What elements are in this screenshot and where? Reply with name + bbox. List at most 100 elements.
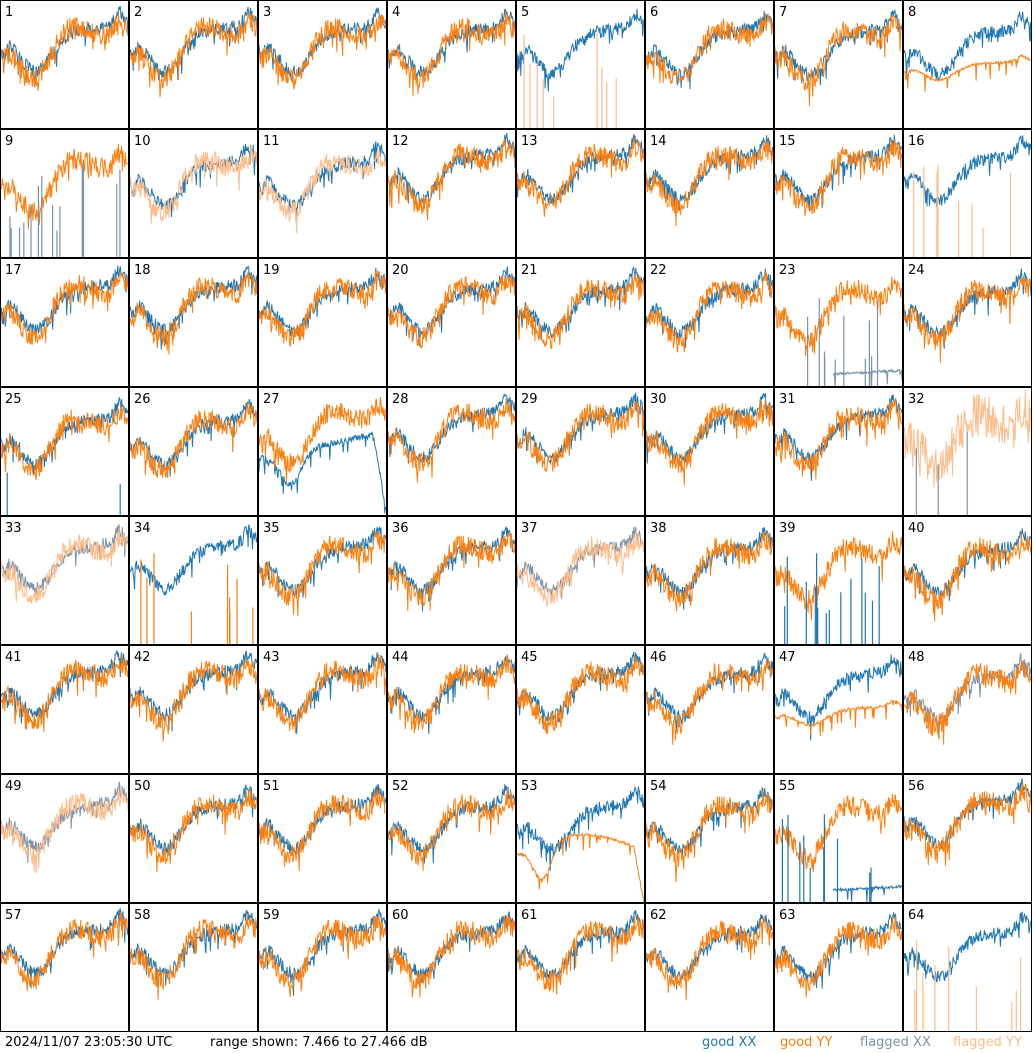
panel-frame-47: [774, 645, 903, 774]
panel-number-2: 2: [134, 5, 142, 20]
yy-line-49: [0, 787, 129, 874]
panel-frame-33: [0, 516, 129, 645]
xx-line-60: [387, 911, 516, 988]
panel-frame-11: [258, 129, 387, 258]
panel-number-9: 9: [5, 134, 13, 149]
panel-58: 58: [129, 903, 258, 1032]
panel-number-60: 60: [392, 908, 409, 923]
panel-frame-23: [774, 258, 903, 387]
xx-line-7: [774, 9, 903, 86]
panel-61: 61: [516, 903, 645, 1032]
panel-number-21: 21: [521, 263, 538, 278]
yy-line-8: [903, 54, 1032, 92]
xx-line-64: [903, 911, 1031, 983]
panel-frame-5: [516, 0, 645, 129]
panel-10: 10: [129, 129, 258, 258]
panel-number-32: 32: [908, 392, 925, 407]
panel-frame-20: [387, 258, 516, 387]
panel-frame-54: [645, 774, 774, 903]
panel-frame-37: [516, 516, 645, 645]
xx-line-36: [387, 526, 516, 612]
panel-frame-61: [516, 903, 645, 1032]
panel-frame-3: [258, 0, 387, 129]
panel-number-55: 55: [779, 779, 796, 794]
panel-frame-63: [774, 903, 903, 1032]
panel-number-35: 35: [263, 521, 280, 536]
panel-44: 44: [387, 645, 516, 774]
xx-line-30: [645, 393, 774, 466]
panel-frame-45: [516, 645, 645, 774]
panel-number-28: 28: [392, 392, 409, 407]
panel-62: 62: [645, 903, 774, 1032]
xx-line-46: [645, 652, 774, 730]
range-text: range shown: 7.466 to 27.466 dB: [210, 1035, 428, 1050]
panel-frame-58: [129, 903, 258, 1032]
yy-line-3: [258, 14, 387, 90]
panel-48: 48: [903, 645, 1032, 774]
panel-frame-32: [903, 387, 1032, 516]
panel-number-26: 26: [134, 392, 151, 407]
panel-number-36: 36: [392, 521, 409, 536]
yy-line-63: [774, 916, 903, 998]
panel-number-8: 8: [908, 5, 916, 20]
panel-number-46: 46: [650, 650, 667, 665]
panel-number-12: 12: [392, 134, 409, 149]
yy-line-31: [775, 398, 903, 480]
xx-line-14: [645, 135, 774, 211]
legend-good-yy: good YY: [780, 1035, 833, 1050]
panel-number-23: 23: [779, 263, 796, 278]
panel-22: 22: [645, 258, 774, 387]
panel-52: 52: [387, 774, 516, 903]
yy-line-45: [516, 656, 645, 735]
panel-6: 6: [645, 0, 774, 129]
yy-line-61: [516, 915, 645, 995]
xx-line-34: [129, 524, 258, 596]
xx-low-line-23: [832, 368, 903, 386]
panel-number-19: 19: [263, 263, 280, 278]
legend-good-xx: good XX: [702, 1035, 757, 1050]
panel-number-44: 44: [392, 650, 409, 665]
panel-49: 49: [0, 774, 129, 903]
xx-line-48: [903, 653, 1032, 738]
yy-line-21: [516, 273, 645, 349]
xx-low-line-55: [832, 884, 903, 902]
panel-frame-44: [387, 645, 516, 774]
panel-number-59: 59: [263, 908, 280, 923]
xx-line-28: [387, 393, 516, 464]
panel-23: 23: [774, 258, 903, 387]
panel-number-30: 30: [650, 392, 667, 407]
yy-line-60: [387, 915, 516, 998]
panel-number-51: 51: [263, 779, 280, 794]
legend-flagged-yy: flagged YY: [953, 1035, 1022, 1050]
panel-number-42: 42: [134, 650, 151, 665]
xx-spikes-32: [915, 432, 968, 515]
panel-frame-60: [387, 903, 516, 1032]
panel-frame-13: [516, 129, 645, 258]
yy-line-53: [516, 832, 645, 902]
xx-line-19: [258, 268, 387, 338]
panel-15: 15: [774, 129, 903, 258]
panel-11: 11: [258, 129, 387, 258]
xx-line-20: [387, 266, 516, 347]
panel-number-50: 50: [134, 779, 151, 794]
xx-line-62: [645, 913, 774, 990]
panel-frame-7: [774, 0, 903, 129]
panel-frame-42: [129, 645, 258, 774]
panel-frame-34: [129, 516, 258, 645]
panel-8: 8: [903, 0, 1032, 129]
panel-number-15: 15: [779, 134, 796, 149]
xx-line-52: [387, 784, 516, 864]
panel-frame-24: [903, 258, 1032, 387]
panel-frame-26: [129, 387, 258, 516]
panel-47: 47: [774, 645, 903, 774]
yy-line-12: [387, 138, 516, 221]
timestamp: 2024/11/07 23:05:30 UTC: [5, 1035, 173, 1050]
panel-number-3: 3: [263, 5, 271, 20]
panel-frame-59: [258, 903, 387, 1032]
panel-2: 2: [129, 0, 258, 129]
panel-36: 36: [387, 516, 516, 645]
yy-line-14: [645, 140, 774, 227]
panel-number-31: 31: [779, 392, 796, 407]
yy-line-38: [645, 531, 774, 612]
